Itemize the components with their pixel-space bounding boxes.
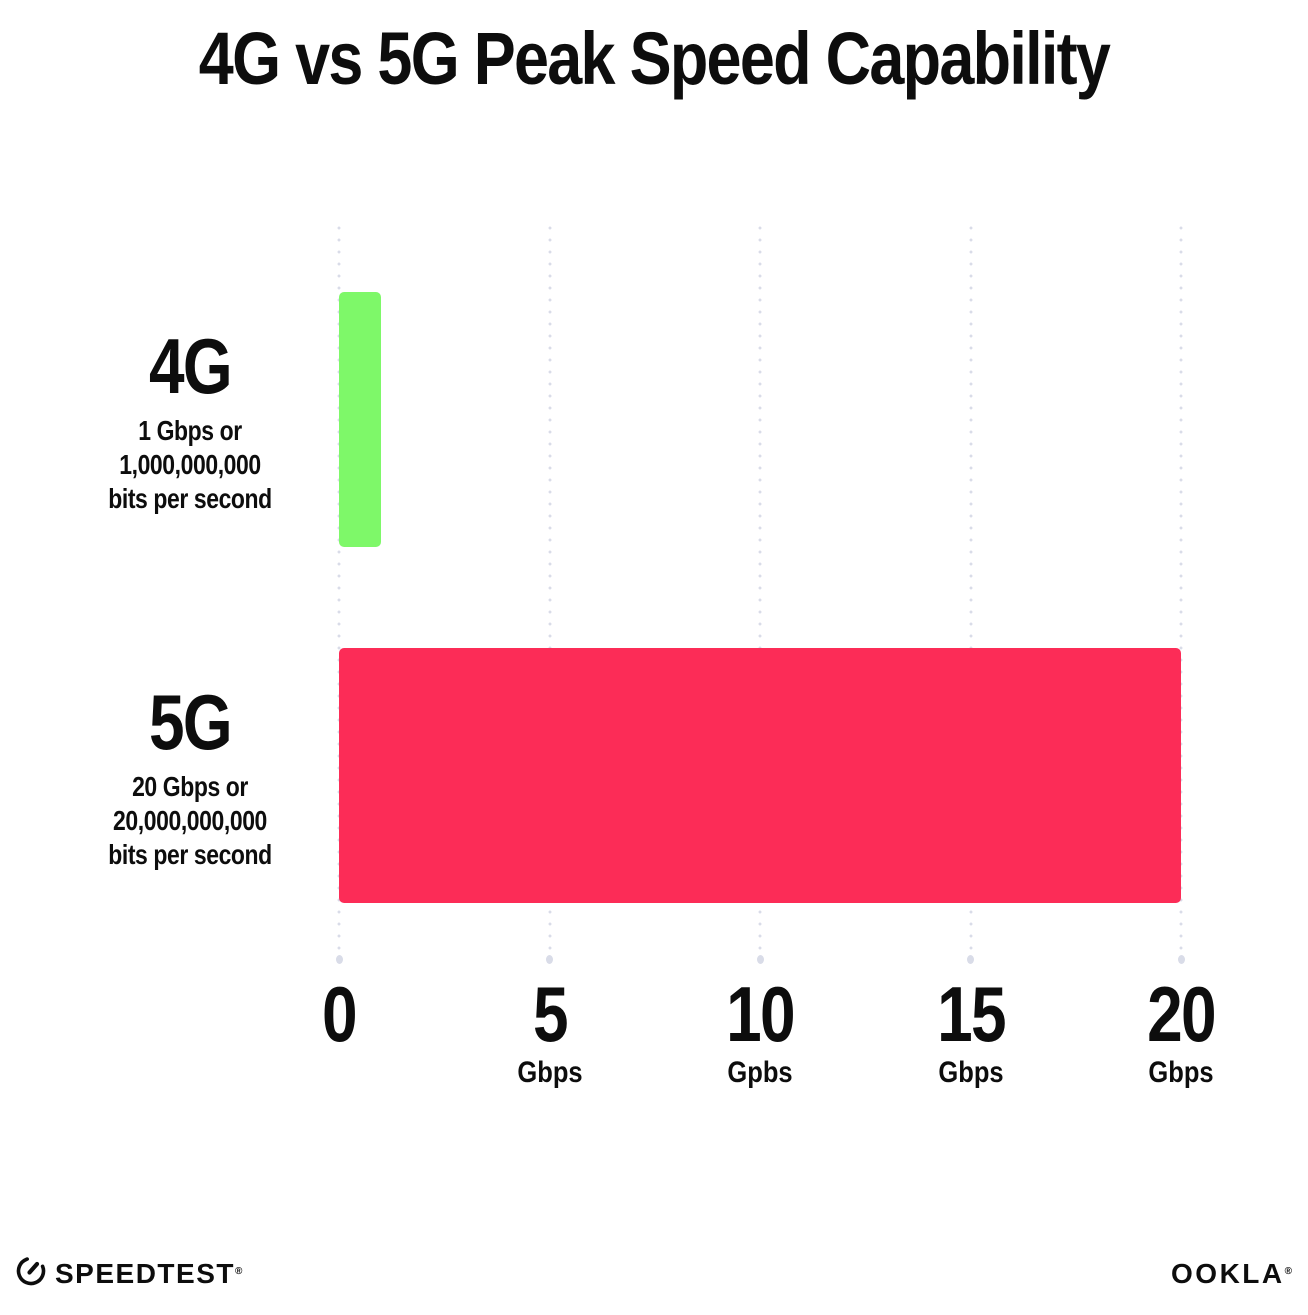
- bar-5g: [339, 648, 1181, 903]
- gridline-0gbps: [337, 222, 341, 958]
- x-tick-0: 0: [318, 974, 359, 1056]
- row-label-4g-desc-line3: bits per second: [108, 483, 272, 514]
- x-tick-15: 15 Gbps: [929, 974, 1012, 1090]
- x-tick-10-unit: Gpbs: [727, 1056, 793, 1089]
- bar-4g: [339, 292, 382, 547]
- ookla-trademark-symbol: ®: [1284, 1266, 1292, 1277]
- row-label-4g-desc-line2: 1,000,000,000: [119, 449, 261, 480]
- row-label-5g-title: 5G: [148, 678, 233, 766]
- row-label-5g-desc-line1: 20 Gbps or: [132, 771, 248, 802]
- plot-area: [337, 222, 1183, 958]
- row-label-5g-desc-line3: bits per second: [108, 839, 272, 870]
- gridline-10gbps: [758, 222, 762, 958]
- row-label-4g: 4G 1 Gbps or 1,000,000,000 bits per seco…: [30, 326, 350, 516]
- x-tick-20: 20 Gbps: [1140, 974, 1223, 1090]
- row-label-5g: 5G 20 Gbps or 20,000,000,000 bits per se…: [30, 682, 350, 872]
- x-tick-20-value: 20: [1147, 970, 1217, 1058]
- x-axis: 0 5 Gbps 10 Gpbs 15 Gbps 20 Gbps: [322, 974, 1217, 1104]
- speedtest-wordmark: SPEEDTEST®: [55, 1257, 243, 1289]
- x-tick-5-unit: Gbps: [516, 1056, 583, 1089]
- row-label-5g-description: 20 Gbps or 20,000,000,000 bits per secon…: [59, 770, 321, 872]
- row-label-4g-description: 1 Gbps or 1,000,000,000 bits per second: [59, 414, 321, 516]
- x-tick-10-value: 10: [726, 970, 796, 1058]
- x-tick-15-unit: Gbps: [937, 1056, 1004, 1089]
- speedtest-trademark-symbol: ®: [234, 1265, 243, 1277]
- x-tick-5: 5 Gbps: [511, 974, 588, 1090]
- gridline-5gbps: [548, 222, 551, 958]
- x-tick-15-value: 15: [936, 970, 1007, 1058]
- gridline-20gbps: [1179, 222, 1183, 958]
- x-tick-5-value: 5: [532, 970, 569, 1058]
- row-label-4g-title: 4G: [148, 322, 233, 410]
- ookla-logo: OOKLA®: [1171, 1258, 1292, 1289]
- speedtest-logo: SPEEDTEST®: [14, 1254, 242, 1293]
- x-tick-0-value: 0: [322, 970, 358, 1058]
- x-tick-20-unit: Gbps: [1148, 1056, 1214, 1089]
- chart-title: 4G vs 5G Peak Speed Capability: [198, 17, 1111, 100]
- row-label-5g-desc-line2: 20,000,000,000: [113, 805, 267, 836]
- x-tick-10: 10 Gpbs: [719, 974, 802, 1090]
- gridline-15gbps: [969, 222, 972, 958]
- row-label-4g-desc-line1: 1 Gbps or: [138, 415, 242, 446]
- speedtest-gauge-icon: [14, 1254, 48, 1293]
